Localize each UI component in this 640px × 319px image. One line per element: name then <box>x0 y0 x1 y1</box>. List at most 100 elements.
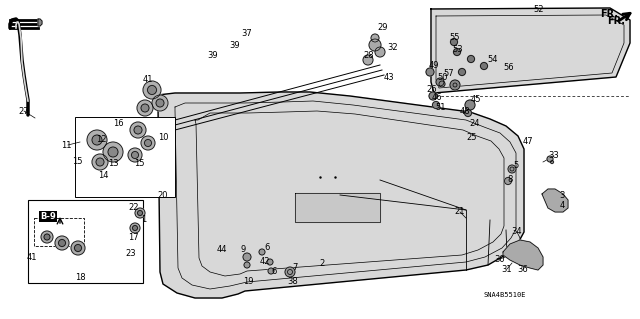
Text: 26: 26 <box>427 85 437 93</box>
Text: 7: 7 <box>292 263 298 271</box>
Circle shape <box>451 39 458 46</box>
Circle shape <box>131 152 138 159</box>
Text: 36: 36 <box>518 265 529 275</box>
Text: 25: 25 <box>467 132 477 142</box>
Text: 6: 6 <box>271 266 276 276</box>
Text: 49: 49 <box>429 62 439 70</box>
Circle shape <box>433 101 440 108</box>
Text: 14: 14 <box>98 170 108 180</box>
Text: 23: 23 <box>125 249 136 258</box>
Text: FR.: FR. <box>600 9 618 19</box>
Circle shape <box>369 39 381 51</box>
Text: 31: 31 <box>502 264 512 273</box>
Circle shape <box>285 267 295 277</box>
Text: 1: 1 <box>141 216 147 225</box>
Text: 45: 45 <box>471 95 481 105</box>
Circle shape <box>138 211 143 216</box>
Text: 41: 41 <box>143 75 153 84</box>
Text: 51: 51 <box>436 102 446 112</box>
Bar <box>28 200 143 283</box>
Circle shape <box>145 139 152 146</box>
Text: 22: 22 <box>129 204 140 212</box>
Circle shape <box>287 270 292 275</box>
Circle shape <box>510 167 514 171</box>
Text: 37: 37 <box>242 29 252 39</box>
Text: 12: 12 <box>96 136 106 145</box>
Text: 18: 18 <box>75 272 85 281</box>
Bar <box>75 117 175 197</box>
Circle shape <box>141 136 155 150</box>
Text: 8: 8 <box>508 175 513 184</box>
Text: 54: 54 <box>488 56 499 64</box>
Polygon shape <box>542 189 568 212</box>
Text: 32: 32 <box>388 43 398 53</box>
Text: 33: 33 <box>548 152 559 160</box>
Text: 15: 15 <box>72 157 83 166</box>
Text: FR.: FR. <box>607 16 625 26</box>
Circle shape <box>453 83 457 87</box>
Text: 47: 47 <box>523 137 533 146</box>
Text: 39: 39 <box>230 41 240 50</box>
Text: 17: 17 <box>128 233 138 241</box>
Circle shape <box>467 56 474 63</box>
Circle shape <box>103 142 123 162</box>
Circle shape <box>243 253 251 261</box>
Text: B-9: B-9 <box>40 212 56 221</box>
Circle shape <box>87 130 107 150</box>
Text: 28: 28 <box>364 50 374 60</box>
Circle shape <box>71 241 85 255</box>
Text: 34: 34 <box>512 227 522 236</box>
Circle shape <box>481 63 488 70</box>
Bar <box>34 218 84 246</box>
Polygon shape <box>295 193 380 222</box>
Circle shape <box>134 126 142 134</box>
Text: 16: 16 <box>113 118 124 128</box>
Text: 27: 27 <box>19 107 29 115</box>
Circle shape <box>130 122 146 138</box>
Circle shape <box>465 109 472 116</box>
Text: 39: 39 <box>208 51 218 61</box>
Circle shape <box>152 95 168 111</box>
Text: 43: 43 <box>384 73 394 83</box>
Text: 52: 52 <box>534 4 544 13</box>
Text: 48: 48 <box>460 107 470 115</box>
Circle shape <box>504 177 511 184</box>
Text: 5: 5 <box>513 161 518 170</box>
Text: 42: 42 <box>260 257 270 266</box>
Circle shape <box>426 68 434 76</box>
Circle shape <box>268 268 274 274</box>
Text: 3: 3 <box>559 190 564 199</box>
Polygon shape <box>158 92 524 298</box>
Text: 50: 50 <box>438 73 448 83</box>
Circle shape <box>135 208 145 218</box>
Circle shape <box>74 244 81 251</box>
Circle shape <box>92 154 108 170</box>
Circle shape <box>458 69 465 76</box>
Circle shape <box>156 99 164 107</box>
Circle shape <box>508 165 516 173</box>
Circle shape <box>244 262 250 268</box>
Circle shape <box>436 78 444 86</box>
Circle shape <box>137 100 153 116</box>
Circle shape <box>92 135 102 145</box>
Text: 6: 6 <box>264 243 269 253</box>
Circle shape <box>132 226 138 231</box>
Text: 10: 10 <box>157 133 168 143</box>
Circle shape <box>465 100 475 110</box>
Text: 44: 44 <box>217 244 227 254</box>
Circle shape <box>429 92 437 100</box>
Circle shape <box>363 55 373 65</box>
Text: 24: 24 <box>470 120 480 129</box>
Text: 29: 29 <box>378 24 388 33</box>
Circle shape <box>141 104 149 112</box>
Circle shape <box>375 47 385 57</box>
Circle shape <box>371 34 379 42</box>
Circle shape <box>108 147 118 157</box>
Text: 57: 57 <box>444 70 454 78</box>
Text: 9: 9 <box>241 244 246 254</box>
Circle shape <box>454 48 461 56</box>
Text: 11: 11 <box>61 140 71 150</box>
Text: 13: 13 <box>108 159 118 167</box>
Polygon shape <box>38 19 42 26</box>
Circle shape <box>41 231 53 243</box>
